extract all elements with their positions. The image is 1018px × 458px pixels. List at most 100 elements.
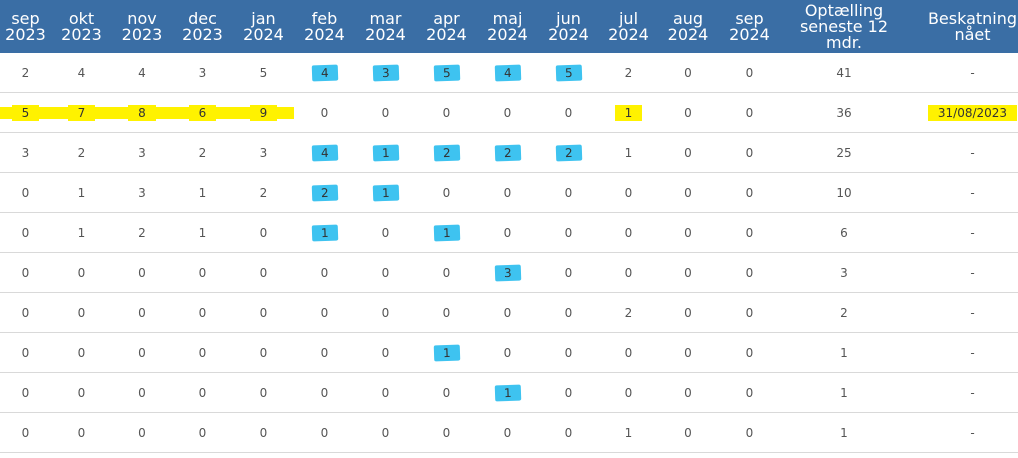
month-cell: 3 — [0, 132, 51, 173]
cell-value: 0 — [442, 185, 451, 200]
column-header: feb 2024 — [294, 0, 355, 53]
tax-date-cell: - — [907, 332, 1018, 373]
cell-value: 0 — [684, 265, 692, 280]
cell-value: 8 — [128, 104, 156, 121]
month-cell: 0 — [112, 292, 172, 333]
month-cell: 0 — [416, 292, 477, 333]
month-cell: 0 — [355, 292, 416, 333]
month-cell: 0 — [355, 252, 416, 293]
month-cell: 0 — [0, 252, 51, 293]
cell-value: 0 — [21, 185, 30, 200]
month-cell: 0 — [416, 172, 477, 213]
month-cell: 0 — [51, 332, 112, 373]
cell-value: 3 — [138, 185, 146, 200]
month-cell: 0 — [718, 372, 781, 413]
cell-value: 1 — [372, 144, 399, 161]
cell-value: 5 — [555, 64, 582, 81]
month-cell: 0 — [294, 92, 355, 133]
cell-value: 0 — [564, 225, 573, 240]
month-cell: 0 — [718, 292, 781, 333]
month-cell: 6 — [172, 92, 233, 133]
month-cell: 2 — [477, 132, 538, 173]
month-cell: 0 — [0, 412, 51, 453]
column-header-line: nov — [127, 8, 157, 28]
month-cell: 0 — [538, 372, 599, 413]
total-cell: 6 — [781, 212, 907, 253]
cell-value: 0 — [745, 105, 754, 120]
month-cell: 0 — [112, 372, 172, 413]
column-header: nov 2023 — [112, 0, 172, 53]
column-header-line: maj — [492, 8, 523, 28]
month-cell: 0 — [599, 252, 658, 293]
month-cell: 0 — [0, 292, 51, 333]
month-cell: 2 — [233, 172, 294, 213]
cell-value: 36 — [836, 105, 852, 120]
cell-value: 6 — [840, 225, 848, 240]
cell-value: 0 — [624, 265, 633, 280]
cell-value: 0 — [320, 265, 329, 280]
cell-value: 7 — [67, 104, 96, 121]
cell-value: 0 — [745, 65, 754, 80]
cell-value: - — [970, 385, 975, 400]
column-header-line: 2024 — [548, 24, 589, 44]
cell-value: 0 — [684, 345, 692, 360]
cell-value: 0 — [745, 385, 754, 400]
column-header: mar 2024 — [355, 0, 416, 53]
table-row: 2 4 4 3 5 4 3 5 4 5 2 0 0 41 - — [0, 53, 1018, 93]
month-cell: 0 — [416, 412, 477, 453]
month-cell: 0 — [294, 372, 355, 413]
month-cell: 0 — [477, 172, 538, 213]
column-header-line: sep — [735, 8, 764, 28]
month-cell: 2 — [416, 132, 477, 173]
month-cell: 0 — [718, 92, 781, 133]
month-cell: 0 — [658, 412, 718, 453]
month-cell: 0 — [172, 332, 233, 373]
column-header-line: apr — [433, 8, 460, 28]
cell-value: 0 — [624, 345, 633, 360]
header-row: sep 2023 okt 2023 nov 2023 dec 2023 jan 2024 feb 20… — [0, 0, 1018, 53]
month-cell: 3 — [112, 132, 172, 173]
column-header-line: 2024 — [426, 24, 467, 44]
month-cell: 0 — [658, 172, 718, 213]
cell-value: 4 — [77, 65, 86, 80]
month-cell: 0 — [0, 372, 51, 413]
table-row: 3 2 3 2 3 4 1 2 2 2 1 0 0 25 - — [0, 132, 1018, 173]
table-row: 0 0 0 0 0 0 0 0 1 0 0 0 0 1 - — [0, 372, 1018, 413]
month-cell: 1 — [599, 92, 658, 133]
month-cell: 0 — [172, 292, 233, 333]
column-header: jan 2024 — [233, 0, 294, 53]
cell-value: 0 — [503, 105, 512, 120]
column-header: sep 2024 — [718, 0, 781, 53]
table-body: 2 4 4 3 5 4 3 5 4 5 2 0 0 41-5 7 8 6 9 0 0 0 0 0 1 0 0 36 31/08/202… — [0, 53, 1018, 453]
column-header-line: 2024 — [365, 24, 406, 44]
month-cell: 1 — [416, 212, 477, 253]
cell-value: 0 — [198, 385, 207, 400]
cell-value: 6 — [188, 104, 217, 121]
cell-value: 2 — [259, 185, 268, 200]
cell-value: 31/08/2023 — [927, 104, 1018, 121]
column-header-line: 2023 — [5, 24, 46, 44]
cell-value: 0 — [624, 185, 633, 200]
column-header-line: 2023 — [61, 24, 102, 44]
cell-value: 0 — [381, 305, 390, 320]
column-header-line: sep — [11, 8, 40, 28]
month-cell: 0 — [355, 332, 416, 373]
month-cell: 0 — [538, 92, 599, 133]
month-cell: 0 — [599, 172, 658, 213]
month-cell: 2 — [51, 132, 112, 173]
cell-value: 0 — [684, 425, 692, 440]
month-cell: 0 — [538, 172, 599, 213]
month-cell: 0 — [477, 92, 538, 133]
cell-value: 1 — [77, 185, 86, 200]
month-cell: 0 — [718, 252, 781, 293]
month-cell: 0 — [477, 412, 538, 453]
month-cell: 0 — [233, 332, 294, 373]
month-cell: 0 — [658, 292, 718, 333]
cell-value: - — [970, 425, 975, 440]
month-cell: 5 — [538, 53, 599, 93]
cell-value: 0 — [442, 425, 451, 440]
column-header-line: mdr. — [826, 32, 862, 52]
cell-value: 0 — [320, 105, 329, 120]
column-header-line: 2024 — [729, 24, 770, 44]
month-cell: 0 — [538, 332, 599, 373]
